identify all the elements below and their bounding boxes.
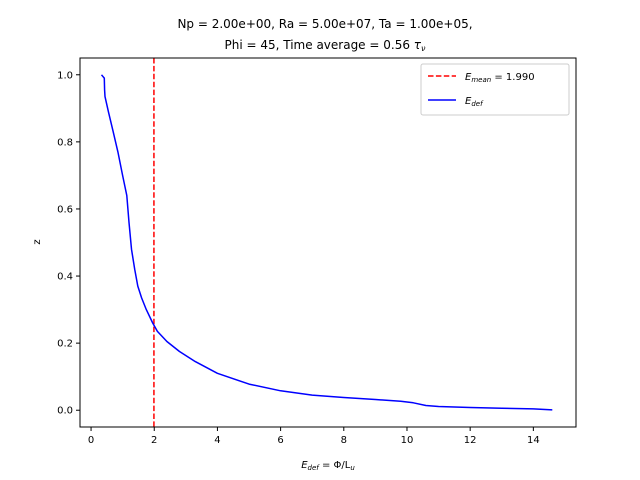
x-axis-label: Edef = Φ/Lu [301,460,355,472]
x-tick-label-6: 12 [464,435,477,446]
y-axis-label: z [32,239,43,244]
plot-area: 0 2 4 6 8 10 12 14 0.0 0.2 0.4 0.6 0.8 1.0 [57,58,552,446]
series-line-e-def [102,75,553,410]
x-tick-label-5: 10 [401,435,414,446]
x-tick-label-4: 8 [341,435,347,446]
x-tick-label-3: 6 [277,435,283,446]
x-tick-label-1: 2 [151,435,157,446]
x-tick-label-0: 0 [88,435,94,446]
chart-title-line2: Phi = 45, Time average = 0.56 τν [225,38,427,53]
y-tick-label-0: 0.0 [57,406,73,417]
y-tick-label-5: 1.0 [57,70,73,81]
y-tick-label-4: 0.8 [57,137,73,148]
chart-title-line1: Np = 2.00e+00, Ra = 5.00e+07, Ta = 1.00e… [177,17,472,31]
y-tick-label-2: 0.4 [57,272,73,283]
x-tick-label-2: 4 [214,435,220,446]
x-tick-label-7: 14 [527,435,540,446]
legend: Emean = 1.990 Edef [421,64,569,115]
y-tick-label-1: 0.2 [57,339,73,350]
y-tick-label-3: 0.6 [57,204,73,215]
